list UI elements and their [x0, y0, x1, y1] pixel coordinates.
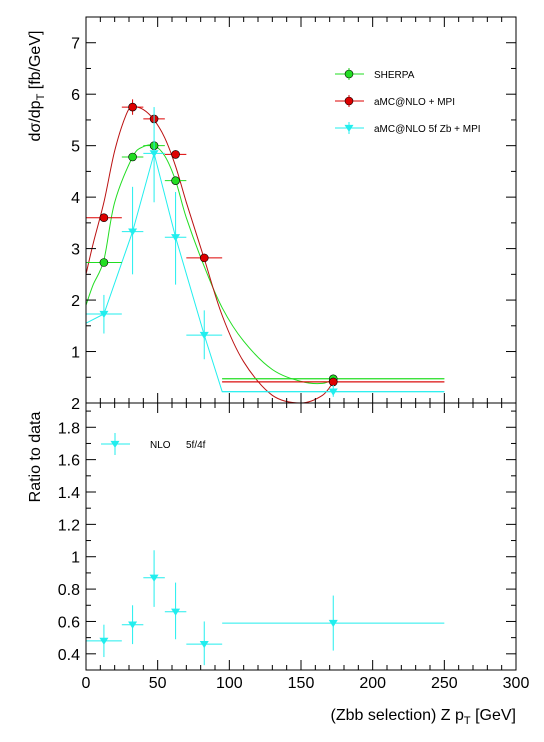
bottom-point-0-3 [164, 582, 187, 640]
curve-1 [85, 106, 334, 404]
legend-label: aMC@NLO + MPI [374, 97, 455, 108]
marker [128, 102, 137, 112]
marker [99, 213, 109, 223]
top-point-2-5 [222, 384, 445, 397]
y-tick-label: 2 [71, 396, 80, 413]
marker [128, 152, 137, 162]
y-tick-label: 0.4 [58, 647, 80, 664]
bottom-point-0-5 [222, 595, 445, 651]
legend-label: SHERPA [374, 70, 415, 81]
bottom-point-0-4 [186, 621, 223, 666]
top-point-2-3 [164, 191, 187, 285]
legend-label: aMC@NLO 5f Zb + MPI [374, 124, 481, 135]
y-tick-label: 0.6 [58, 614, 80, 631]
x-tick-label: 250 [431, 675, 458, 692]
bottom-legend: NLO 5f/4f [101, 433, 206, 455]
marker [171, 608, 181, 616]
legend-marker [344, 96, 354, 106]
bottom-y-axis-label: Ratio to data [27, 412, 44, 503]
y-tick-label: 1.8 [58, 420, 80, 437]
y-tick-label: 7 [71, 36, 80, 53]
y-tick-label: 1 [71, 345, 80, 362]
x-axis-label-main: (Zbb selection) Z p [331, 707, 464, 724]
y-tick-label: 1.4 [58, 485, 80, 502]
bottom-axes: 0 50 100 150 200 250 300 0.4 0.6 0.8 1 1.2 1.4 1.6 1.8… [58, 396, 530, 692]
top-point-0-3 [164, 176, 187, 185]
marker [171, 150, 180, 159]
top-point-2-1 [121, 186, 144, 275]
top-panel: 1 2 3 4 5 6 7 dσ/dpT [fb/GeV] SHERPA aMC@NLO + … [27, 16, 517, 404]
marker [328, 619, 338, 628]
marker [149, 574, 159, 582]
marker [328, 388, 338, 396]
top-y-axis-label-unit: [fb/GeV] [27, 31, 44, 94]
y-tick-label: 1.2 [58, 517, 80, 534]
top-axes: 1 2 3 4 5 6 7 [71, 16, 517, 404]
y-tick-label: 2 [71, 293, 80, 310]
marker [99, 258, 109, 267]
y-tick-label: 1 [71, 550, 80, 567]
marker [99, 637, 109, 645]
top-point-2-0 [86, 294, 122, 334]
legend-marker [344, 124, 354, 133]
x-tick-label: 200 [359, 675, 386, 692]
top-y-axis-label-sub: T [35, 93, 47, 100]
legend-marker [344, 69, 354, 79]
top-y-axis-label: dσ/dpT [fb/GeV] [27, 31, 47, 142]
marker [128, 621, 138, 629]
marker [171, 234, 181, 242]
x-tick-label: 300 [503, 675, 530, 692]
top-y-axis-label-main: dσ/dp [27, 100, 44, 141]
bottom-point-0-0 [86, 624, 122, 658]
x-tick-label: 0 [82, 675, 91, 692]
y-tick-label: 5 [71, 139, 80, 156]
x-axis-label: (Zbb selection) Z pT [GeV] [331, 707, 516, 727]
top-point-2-2 [143, 107, 165, 203]
legend-marker [110, 440, 120, 449]
y-tick-label: 0.8 [58, 582, 80, 599]
y-tick-label: 3 [71, 242, 80, 259]
x-tick-label: 150 [288, 675, 315, 692]
marker [328, 377, 338, 387]
x-axis-label-sub: T [464, 715, 471, 727]
top-points [86, 99, 445, 397]
bottom-panel: 0 50 100 150 200 250 300 0.4 0.6 0.8 1 1.2 1.4 1.6 1.8… [27, 396, 529, 727]
bottom-points [86, 550, 445, 666]
top-point-1-0 [86, 213, 122, 223]
top-point-1-3 [164, 150, 187, 159]
bottom-point-0-1 [121, 605, 144, 645]
legend-extra-label: 5f/4f [186, 440, 206, 451]
top-point-0-0 [86, 258, 122, 267]
marker [199, 640, 209, 649]
top-point-1-4 [186, 253, 223, 263]
marker [99, 310, 109, 319]
legend-label: NLO [150, 440, 171, 451]
bottom-point-0-2 [143, 550, 165, 607]
marker [171, 176, 180, 185]
x-tick-label: 100 [216, 675, 243, 692]
marker [149, 150, 159, 158]
x-axis-label-unit: [GeV] [471, 707, 516, 724]
top-point-1-1 [121, 99, 144, 115]
top-point-1-5 [222, 377, 445, 387]
marker [128, 228, 138, 236]
y-tick-label: 1.6 [58, 453, 80, 470]
top-point-2-4 [186, 310, 223, 360]
y-tick-label: 4 [71, 190, 80, 207]
top-legend: SHERPA aMC@NLO + MPI aMC@NLO 5f Zb + MPI [335, 68, 481, 135]
top-point-0-1 [121, 152, 144, 162]
y-tick-label: 6 [71, 87, 80, 104]
marker [199, 253, 209, 263]
x-tick-label: 50 [149, 675, 167, 692]
marker [199, 331, 209, 340]
